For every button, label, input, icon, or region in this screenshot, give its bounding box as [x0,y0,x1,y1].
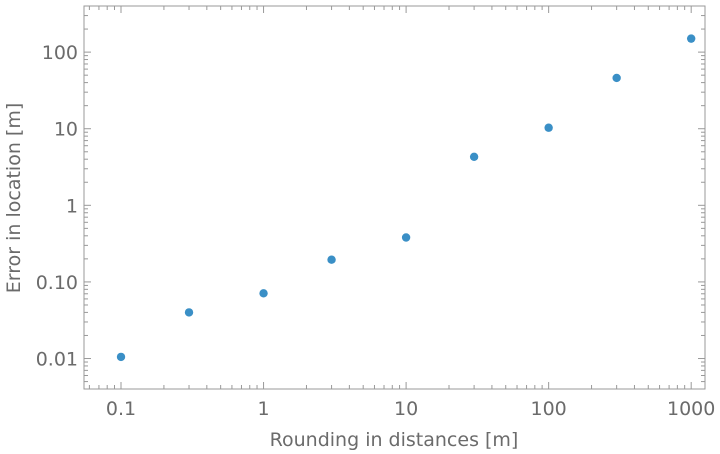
data-point [327,255,336,264]
y-tick-label: 0.01 [36,349,78,371]
data-point [259,289,268,298]
y-tick-label: 100 [42,42,78,64]
x-tick-label: 0.1 [106,398,136,420]
data-point [544,123,553,132]
data-point [612,73,621,83]
x-tick-label: 1000 [667,398,715,420]
data-point [401,233,411,242]
x-tick-label: 10 [394,398,418,420]
data-points [116,34,696,362]
plot-frame [83,5,706,390]
y-tick-label: 1 [66,195,78,217]
data-point [184,308,194,317]
data-point [116,352,126,362]
y-axis-title: Error in location [m] [3,103,25,293]
y-tick-label: 10 [54,119,78,141]
x-tick-label: 100 [531,398,567,420]
axis-ticks: 0.1 1 10 100 1000 0.01 0.10 1 10 100 [36,5,715,420]
x-tick-label: 1 [258,398,270,420]
x-axis-title: Rounding in distances [m] [270,429,519,451]
y-tick-label: 0.10 [36,272,78,294]
data-point [469,152,479,161]
data-point [686,34,696,43]
